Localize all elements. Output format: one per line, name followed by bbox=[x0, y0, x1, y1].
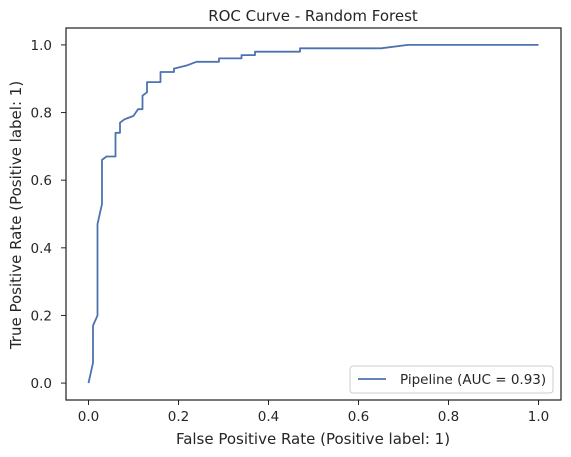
legend: Pipeline (AUC = 0.93) bbox=[349, 365, 554, 394]
legend-label-pipeline: Pipeline (AUC = 0.93) bbox=[400, 372, 546, 388]
axes-frame bbox=[65, 27, 562, 401]
y-tick-label: 0.4 bbox=[31, 241, 52, 257]
y-axis-label: True Positive Rate (Positive label: 1) bbox=[7, 81, 25, 350]
x-axis-label: False Positive Rate (Positive label: 1) bbox=[176, 430, 450, 448]
y-tick-label: 1.0 bbox=[31, 38, 52, 54]
series-line-pipeline bbox=[87, 44, 539, 384]
x-tick-label: 0.2 bbox=[168, 409, 189, 425]
chart-title: ROC Curve - Random Forest bbox=[208, 7, 418, 25]
x-tick-label: 1.0 bbox=[528, 409, 549, 425]
x-tick-label: 0.4 bbox=[258, 409, 279, 425]
y-axis-ticks: 0.0 0.2 0.4 0.6 0.8 1.0 bbox=[31, 38, 66, 392]
y-tick-label: 0.0 bbox=[31, 376, 52, 392]
legend-box bbox=[349, 365, 554, 394]
x-tick-label: 0.8 bbox=[438, 409, 459, 425]
y-tick-label: 0.8 bbox=[31, 106, 52, 122]
x-tick-label: 0.0 bbox=[78, 409, 99, 425]
x-axis-ticks: 0.0 0.2 0.4 0.6 0.8 1.0 bbox=[78, 400, 549, 425]
x-tick-label: 0.6 bbox=[348, 409, 369, 425]
y-tick-label: 0.2 bbox=[31, 308, 52, 324]
y-tick-label: 0.6 bbox=[31, 173, 52, 189]
series-layer bbox=[87, 44, 539, 384]
